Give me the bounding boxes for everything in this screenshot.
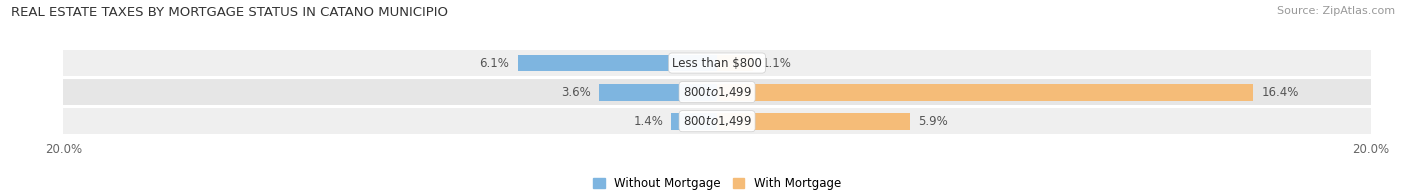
- Text: 6.1%: 6.1%: [479, 56, 509, 70]
- Text: $800 to $1,499: $800 to $1,499: [682, 114, 752, 128]
- Text: 1.4%: 1.4%: [633, 115, 664, 128]
- Text: 3.6%: 3.6%: [561, 86, 591, 99]
- Bar: [63, 79, 1371, 105]
- Text: Less than $800: Less than $800: [672, 56, 762, 70]
- Text: Source: ZipAtlas.com: Source: ZipAtlas.com: [1277, 6, 1395, 16]
- Text: 5.9%: 5.9%: [918, 115, 948, 128]
- Bar: [717, 113, 910, 130]
- Bar: [63, 108, 1371, 134]
- Bar: [63, 50, 1371, 76]
- Legend: Without Mortgage, With Mortgage: Without Mortgage, With Mortgage: [593, 177, 841, 190]
- Bar: [517, 55, 717, 72]
- Text: 16.4%: 16.4%: [1261, 86, 1299, 99]
- Bar: [599, 84, 717, 101]
- Text: REAL ESTATE TAXES BY MORTGAGE STATUS IN CATANO MUNICIPIO: REAL ESTATE TAXES BY MORTGAGE STATUS IN …: [11, 6, 449, 19]
- Text: $800 to $1,499: $800 to $1,499: [682, 85, 752, 99]
- Bar: [671, 113, 717, 130]
- Text: 1.1%: 1.1%: [761, 56, 792, 70]
- Bar: [717, 55, 754, 72]
- Bar: [717, 84, 1253, 101]
